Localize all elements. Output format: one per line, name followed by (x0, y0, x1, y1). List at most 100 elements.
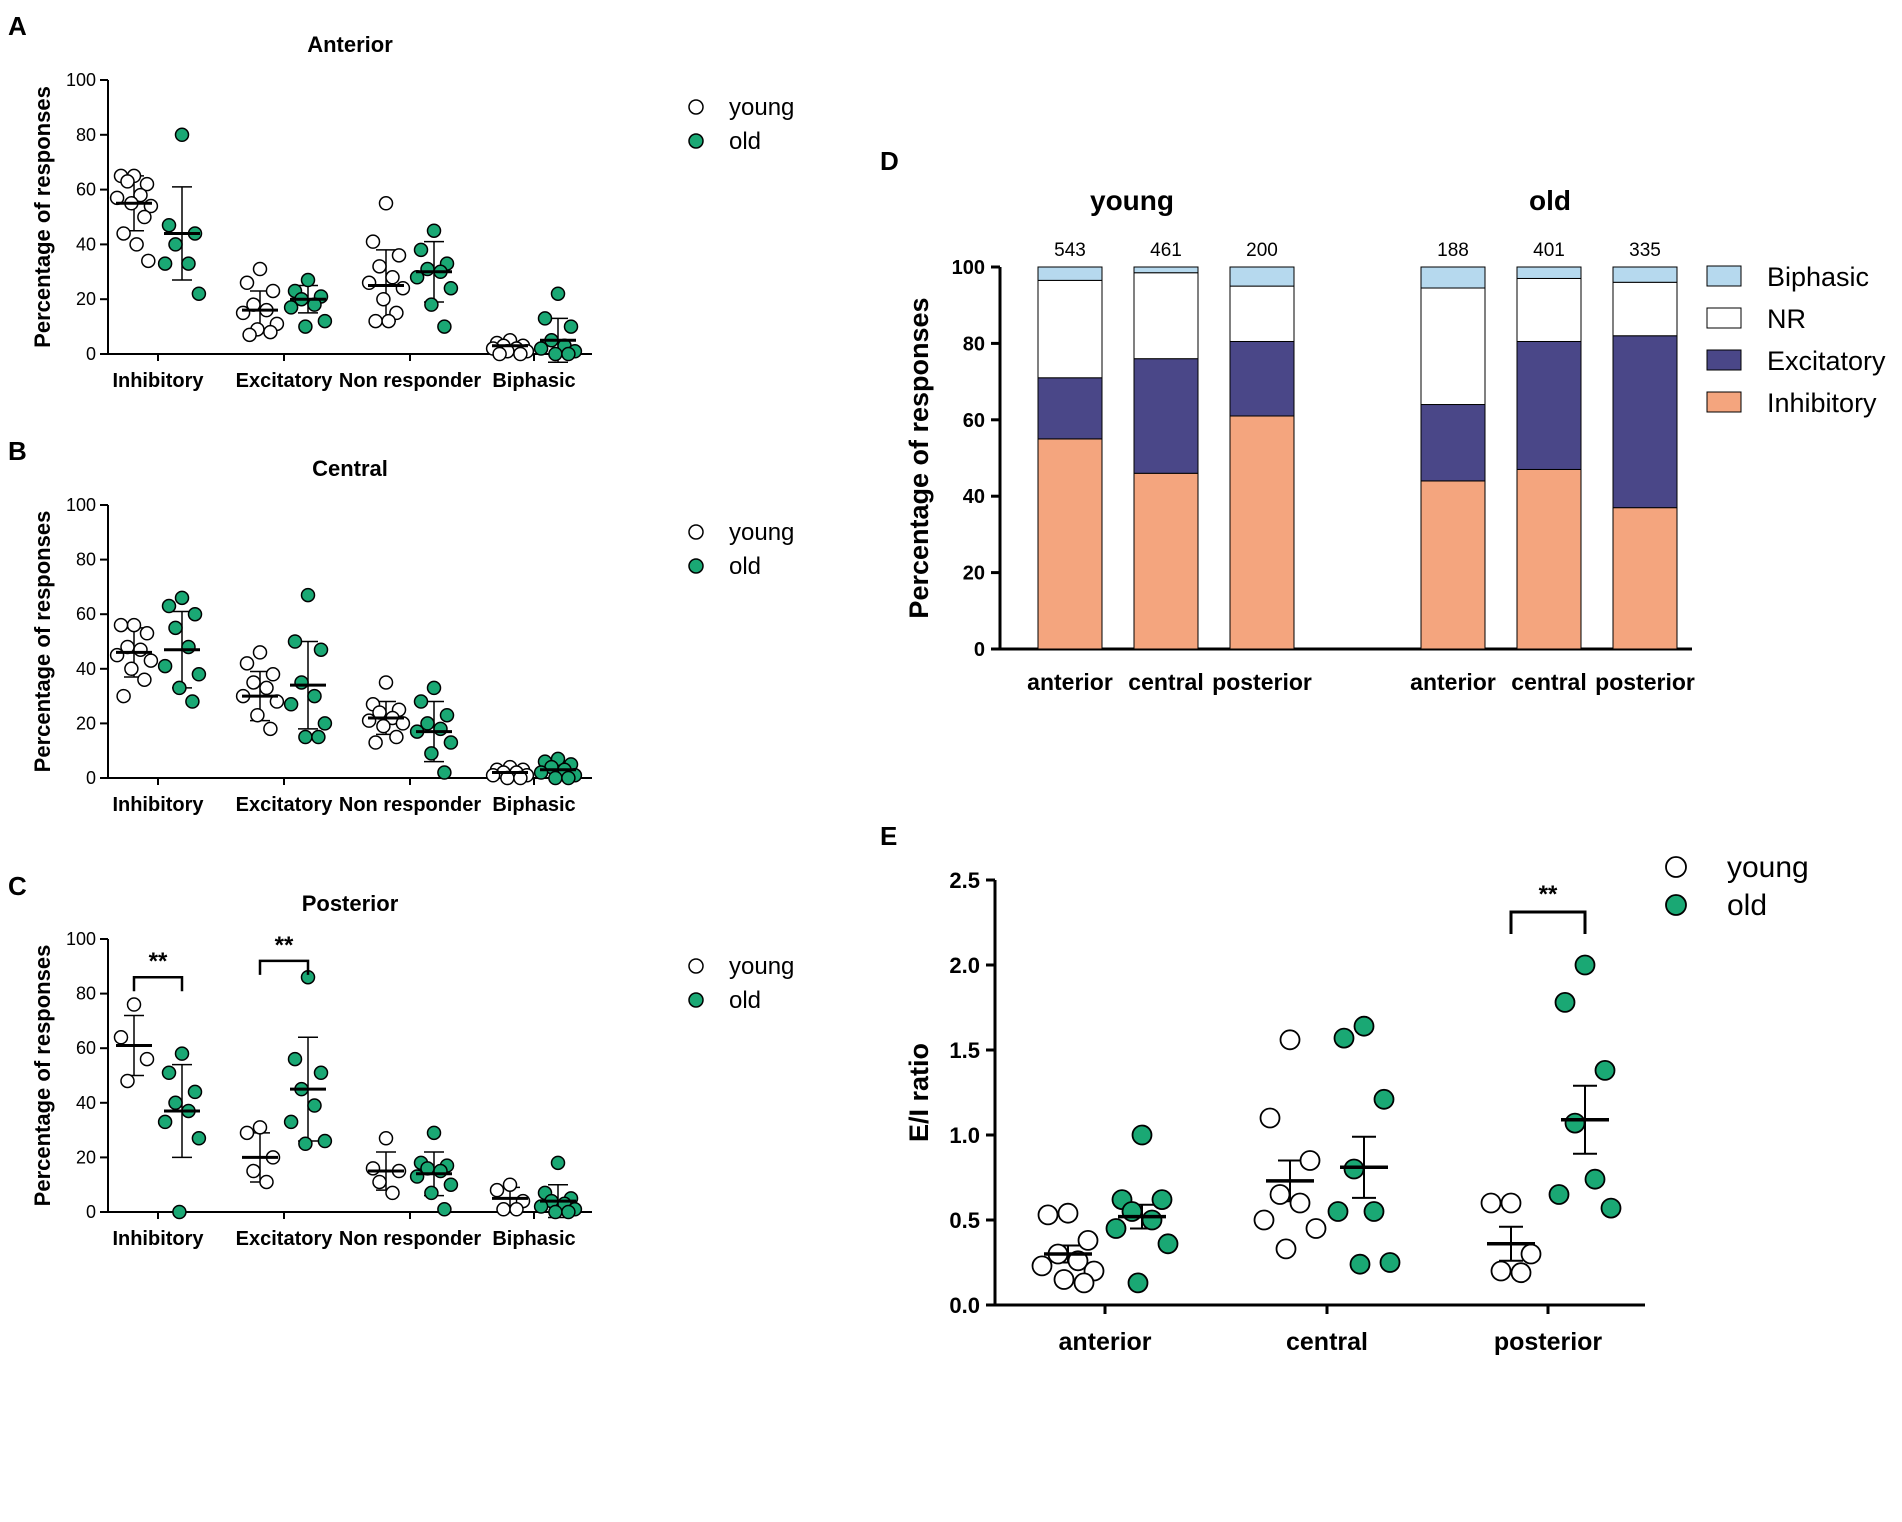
data-point-old (181, 639, 196, 655)
y-axis-label: Percentage of responses (904, 297, 934, 618)
data-point-old (191, 667, 207, 682)
data-point-young (1259, 1107, 1281, 1129)
data-point-old (174, 127, 190, 143)
data-point-young (246, 675, 261, 690)
data-point-young (120, 174, 135, 189)
data-point-young (381, 313, 396, 329)
data-point-young (385, 1185, 400, 1201)
legend-marker-young (688, 99, 704, 115)
data-point-old (437, 765, 452, 780)
n-label: 188 (1437, 240, 1469, 261)
x-tick-label: Biphasic (492, 794, 575, 816)
bar-segment-excitatory (1612, 335, 1678, 509)
data-point-old (561, 1204, 576, 1220)
data-point-old (317, 1133, 333, 1149)
data-point-young (1031, 1255, 1053, 1277)
x-tick-label: Excitatory (236, 370, 334, 392)
data-point-old (161, 1065, 177, 1081)
data-point-old (533, 765, 549, 780)
data-point-old (307, 688, 322, 704)
data-point-old (1548, 1184, 1570, 1205)
data-point-old (317, 716, 333, 731)
data-point-young (372, 1174, 387, 1190)
data-point-young (1053, 1269, 1075, 1290)
data-point-old (307, 1098, 322, 1113)
data-point-old (426, 680, 442, 696)
data-point-old (283, 697, 299, 712)
data-point-old (1600, 1197, 1622, 1219)
data-point-young (250, 707, 265, 723)
data-point-old (283, 300, 299, 315)
data-point-old (157, 658, 173, 674)
data-point-old (426, 1125, 442, 1141)
data-point-young (239, 1125, 255, 1141)
x-tick-label: central (1128, 669, 1203, 695)
bar-segment-inhibitory (1037, 438, 1103, 650)
y-tick-label: 20 (76, 289, 96, 309)
x-tick-label: anterior (1058, 1328, 1151, 1356)
data-point-young (389, 729, 404, 745)
data-point-old (187, 1084, 203, 1100)
x-tick-label: Inhibitory (112, 1228, 204, 1250)
bar-segment-biphasic (1037, 266, 1103, 281)
bar-segment-nr (1516, 277, 1582, 342)
significance-label: ** (149, 948, 168, 975)
x-tick-label: Biphasic (492, 370, 575, 392)
bar-segment-excitatory (1229, 340, 1295, 417)
data-point-young (365, 1161, 381, 1176)
data-point-young (263, 324, 278, 340)
data-point-old (443, 1177, 459, 1192)
y-tick-label: 40 (76, 659, 96, 679)
data-point-young (385, 270, 400, 285)
y-tick-label: 40 (963, 486, 985, 508)
x-tick-label: central (1286, 1328, 1368, 1356)
legend-marker-old (688, 133, 704, 149)
legend-marker-old (688, 558, 704, 574)
x-tick-label: Non responder (339, 370, 481, 392)
x-tick-label: anterior (1410, 669, 1496, 695)
data-point-young (513, 346, 528, 362)
data-point-young (1289, 1192, 1311, 1214)
bar-segment-excitatory (1037, 377, 1103, 440)
legend-label-young: young (1727, 851, 1809, 884)
bar-segment-biphasic (1516, 266, 1582, 279)
significance-bracket (132, 975, 184, 992)
data-point-old (426, 223, 442, 238)
legend-swatch-inhibitory (1706, 391, 1742, 413)
data-point-old (1554, 992, 1576, 1013)
bar-segment-biphasic (1420, 266, 1486, 289)
legend-label-young: young (729, 94, 794, 121)
data-point-young (496, 1202, 511, 1217)
y-tick-label: 2.0 (949, 953, 980, 978)
data-point-young (1520, 1243, 1542, 1265)
data-point-young (252, 1120, 268, 1135)
chart-title: Anterior (307, 32, 393, 57)
data-point-old (161, 598, 177, 614)
data-point-young (265, 283, 281, 299)
y-tick-label: 2.5 (949, 868, 980, 893)
data-point-young (361, 713, 377, 728)
n-label: 401 (1533, 240, 1565, 261)
data-point-young (1037, 1204, 1059, 1226)
data-point-old (174, 590, 190, 606)
data-point-young (1073, 1272, 1095, 1294)
bar-segment-inhibitory (1133, 472, 1199, 650)
data-point-old (1141, 1209, 1163, 1231)
data-point-young (1057, 1202, 1079, 1224)
n-label: 200 (1246, 240, 1278, 261)
data-point-young (139, 176, 155, 192)
data-point-young (113, 1030, 129, 1045)
data-point-old (409, 1169, 425, 1184)
bar-segment-excitatory (1420, 404, 1486, 482)
data-point-old (420, 716, 435, 731)
data-point-old (424, 746, 439, 761)
data-point-young (263, 721, 278, 737)
y-tick-label: 20 (76, 1147, 96, 1167)
significance-label: ** (1539, 881, 1558, 908)
legend-label-excitatory: Excitatory (1767, 346, 1886, 376)
data-point-young (368, 735, 383, 750)
data-point-young (242, 327, 257, 343)
x-tick-label: Inhibitory (112, 370, 204, 392)
y-tick-label: 60 (963, 410, 985, 432)
bar-segment-inhibitory (1229, 415, 1295, 650)
